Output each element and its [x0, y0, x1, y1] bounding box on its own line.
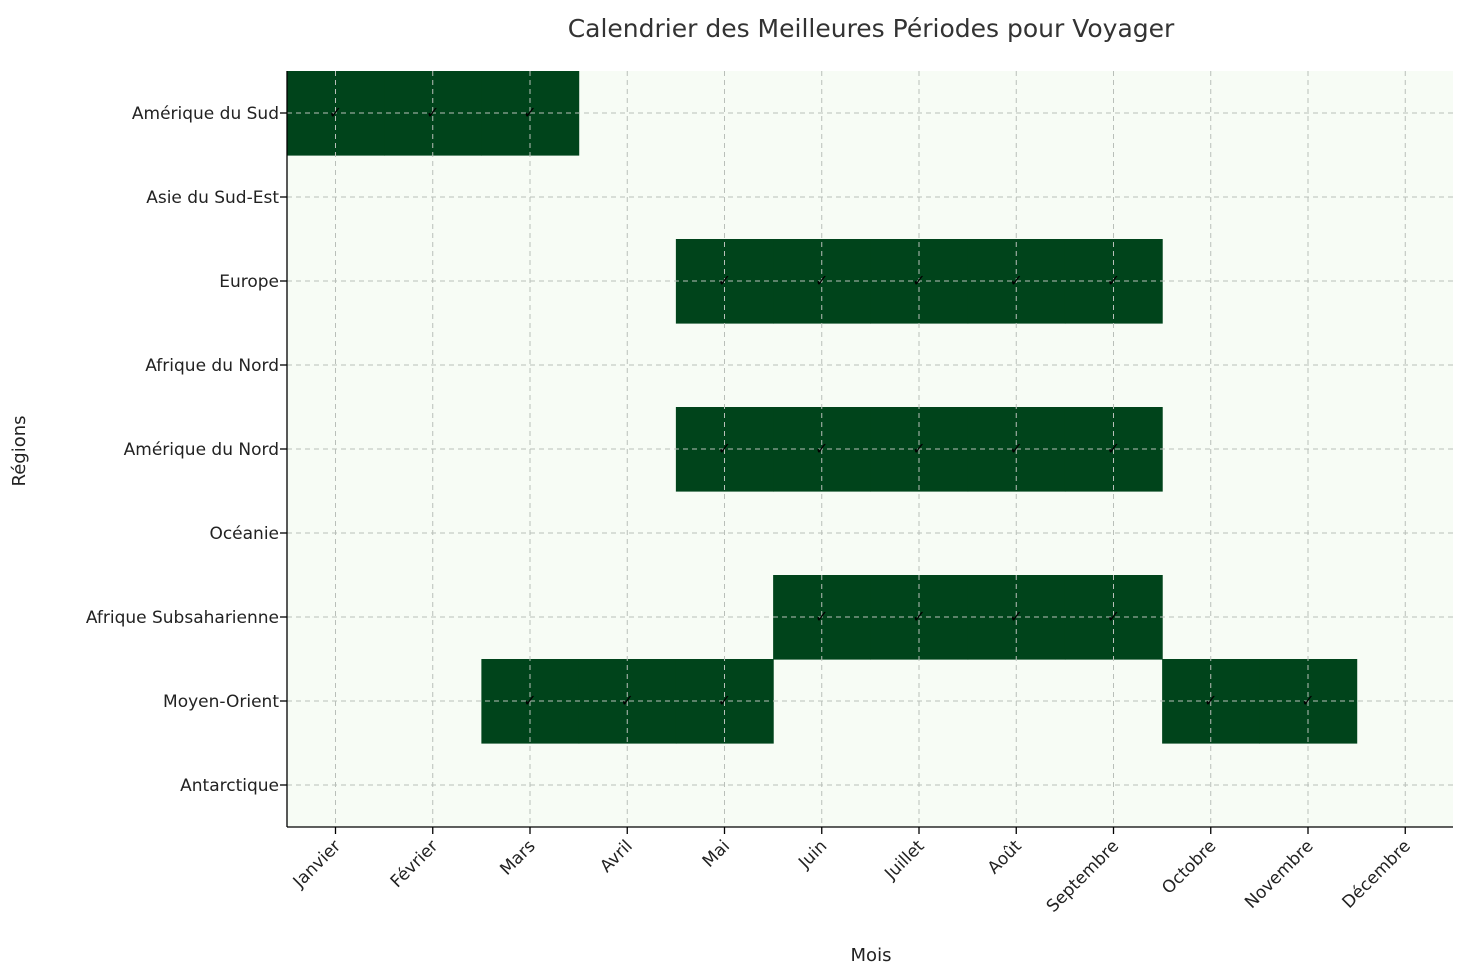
x-tick-label: Mars [496, 836, 539, 879]
check-mark: ✓ [1010, 607, 1023, 626]
x-tick-label: Février [387, 836, 443, 892]
x-tick-label: Septembre [1043, 836, 1123, 916]
check-mark: ✓ [1107, 271, 1120, 290]
check-mark: ✓ [523, 103, 536, 122]
y-tick-label: Océanie [209, 524, 279, 544]
check-mark: ✓ [815, 607, 828, 626]
y-tick-label: Amérique du Sud [132, 104, 279, 124]
x-tick-label: Juillet [880, 836, 928, 884]
check-mark: ✓ [912, 607, 925, 626]
y-tick-label: Antarctique [180, 776, 279, 796]
check-mark: ✓ [718, 271, 731, 290]
x-tick-label: Novembre [1241, 836, 1317, 912]
x-tick-label: Janvier [289, 836, 345, 892]
check-mark: ✓ [815, 439, 828, 458]
check-mark: ✓ [912, 271, 925, 290]
check-mark: ✓ [1010, 271, 1023, 290]
check-mark: ✓ [329, 103, 342, 122]
check-mark: ✓ [523, 691, 536, 710]
x-tick-label: Mai [699, 836, 734, 871]
x-tick-label: Octobre [1158, 836, 1220, 898]
x-tick-label: Avril [596, 836, 636, 876]
check-mark: ✓ [815, 271, 828, 290]
check-mark: ✓ [718, 439, 731, 458]
y-tick-label: Afrique Subsaharienne [86, 608, 279, 628]
x-axis-label: Mois [851, 945, 892, 966]
x-tick-label: Août [984, 836, 1026, 878]
check-mark: ✓ [912, 439, 925, 458]
x-tick-label: Juin [794, 836, 831, 873]
check-mark: ✓ [1204, 691, 1217, 710]
plot-area: ✓ ✓ ✓ ✓ ✓ ✓ ✓ ✓ ✓ ✓ ✓ ✓ ✓ ✓ ✓ ✓ ✓ ✓ ✓ ✓ ✓ ✓ Janvier Février Mars… [86, 71, 1453, 917]
y-tick-label: Afrique du Nord [145, 356, 279, 376]
y-tick-label: Amérique du Nord [124, 440, 279, 460]
y-axis-label: Régions [9, 416, 30, 487]
check-mark: ✓ [1107, 607, 1120, 626]
y-tick-label: Asie du Sud-Est [146, 188, 279, 208]
y-tick-label: Moyen-Orient [163, 692, 279, 712]
check-mark: ✓ [718, 691, 731, 710]
check-mark: ✓ [1010, 439, 1023, 458]
check-mark: ✓ [1301, 691, 1314, 710]
x-tick-label: Décembre [1339, 836, 1415, 912]
y-tick-label: Europe [219, 272, 279, 292]
check-mark: ✓ [426, 103, 439, 122]
check-mark: ✓ [1107, 439, 1120, 458]
check-mark: ✓ [621, 691, 634, 710]
chart-title: Calendrier des Meilleures Périodes pour … [568, 14, 1175, 43]
